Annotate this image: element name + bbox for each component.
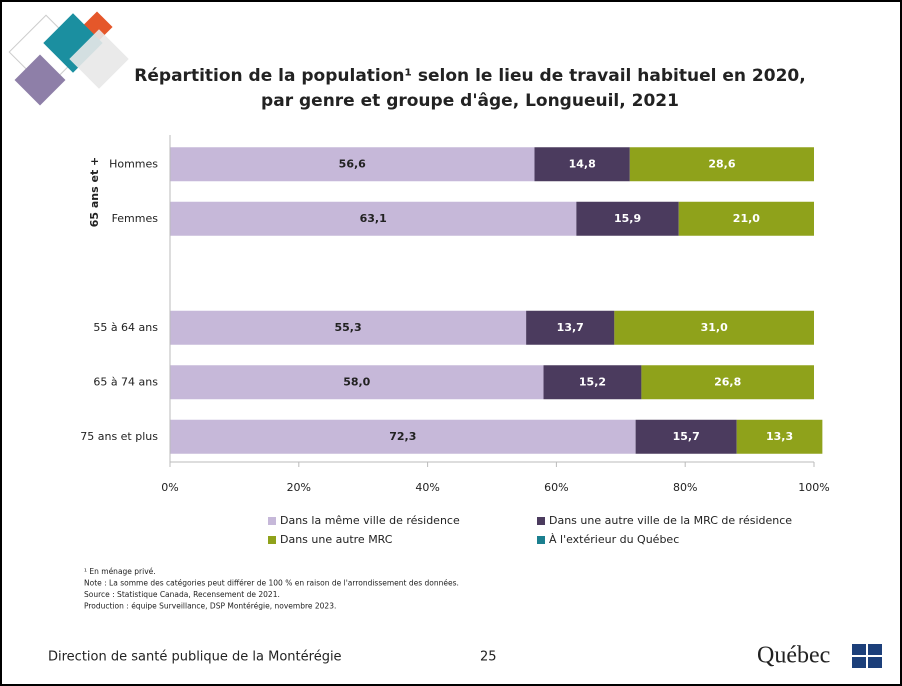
bar-segment: [629, 147, 814, 182]
note: Note : La somme des catégories peut diff…: [84, 579, 459, 588]
value-label: 63,1: [360, 212, 387, 225]
value-label: 31,0: [701, 321, 728, 334]
bar-segment: [534, 147, 630, 182]
logo-flag: [852, 644, 882, 668]
note: Source : Statistique Canada, Recensement…: [84, 590, 280, 599]
value-label: 58,0: [343, 375, 370, 388]
footer: Direction de santé publique de la Montér…: [48, 650, 342, 665]
note: Production : équipe Surveillance, DSP Mo…: [84, 602, 336, 611]
x-tick-label: 20%: [287, 481, 311, 494]
legend-swatch: [537, 517, 545, 525]
bar-segment: [526, 310, 615, 345]
y-tick-label: 75 ans et plus: [80, 430, 158, 443]
bar-segment: [635, 419, 737, 454]
bar-segment: [678, 201, 814, 236]
page-number: 25: [480, 650, 497, 665]
note: ¹ En ménage privé.: [84, 567, 156, 576]
y-tick-label: Femmes: [112, 212, 159, 225]
value-label: 55,3: [334, 321, 361, 334]
legend-swatch: [537, 536, 545, 544]
legend-label: À l'extérieur du Québec: [549, 533, 679, 546]
legend-label: Dans une autre ville de la MRC de réside…: [549, 514, 792, 527]
value-label: 15,2: [579, 375, 606, 388]
value-label: 56,6: [339, 157, 366, 170]
legend-swatch: [268, 536, 276, 544]
chart-title: par genre et groupe d'âge, Longueuil, 20…: [261, 91, 679, 111]
x-tick-label: 80%: [673, 481, 697, 494]
value-label: 26,8: [714, 375, 741, 388]
bar-segment: [170, 365, 544, 400]
bar-segment: [614, 310, 814, 345]
y-tick-label: 55 à 64 ans: [93, 321, 158, 334]
legend-label: Dans la même ville de résidence: [280, 514, 460, 527]
value-label: 28,6: [708, 157, 735, 170]
notes: ¹ En ménage privé. Note : La somme des ca…: [84, 567, 459, 611]
bar-segment: [170, 201, 577, 236]
bar-segment: [576, 201, 679, 236]
value-label: 15,9: [614, 212, 641, 225]
bar-segment: [641, 365, 814, 400]
bar-segment: [170, 419, 636, 454]
value-label: 72,3: [389, 430, 416, 443]
legend-label: Dans une autre MRC: [280, 533, 393, 546]
value-label: 13,7: [557, 321, 584, 334]
bar-segment: [170, 147, 535, 182]
x-tick-label: 100%: [798, 481, 829, 494]
x-tick-label: 60%: [544, 481, 568, 494]
bar-segment: [543, 365, 642, 400]
value-label: 13,3: [766, 430, 793, 443]
y-tick-label: Hommes: [109, 157, 158, 170]
bar-segment: [170, 310, 527, 345]
chart-title: Répartition de la population¹ selon le l…: [134, 66, 805, 86]
group-label: 65 ans et +: [88, 157, 101, 228]
x-tick-label: 0%: [161, 481, 178, 494]
bar-segment: [736, 419, 823, 454]
value-label: 14,8: [569, 157, 596, 170]
value-label: 15,7: [673, 430, 700, 443]
y-tick-label: 65 à 74 ans: [93, 375, 158, 388]
x-tick-label: 40%: [415, 481, 439, 494]
value-label: 21,0: [733, 212, 760, 225]
logo: Québec: [757, 643, 830, 669]
legend-swatch: [268, 517, 276, 525]
